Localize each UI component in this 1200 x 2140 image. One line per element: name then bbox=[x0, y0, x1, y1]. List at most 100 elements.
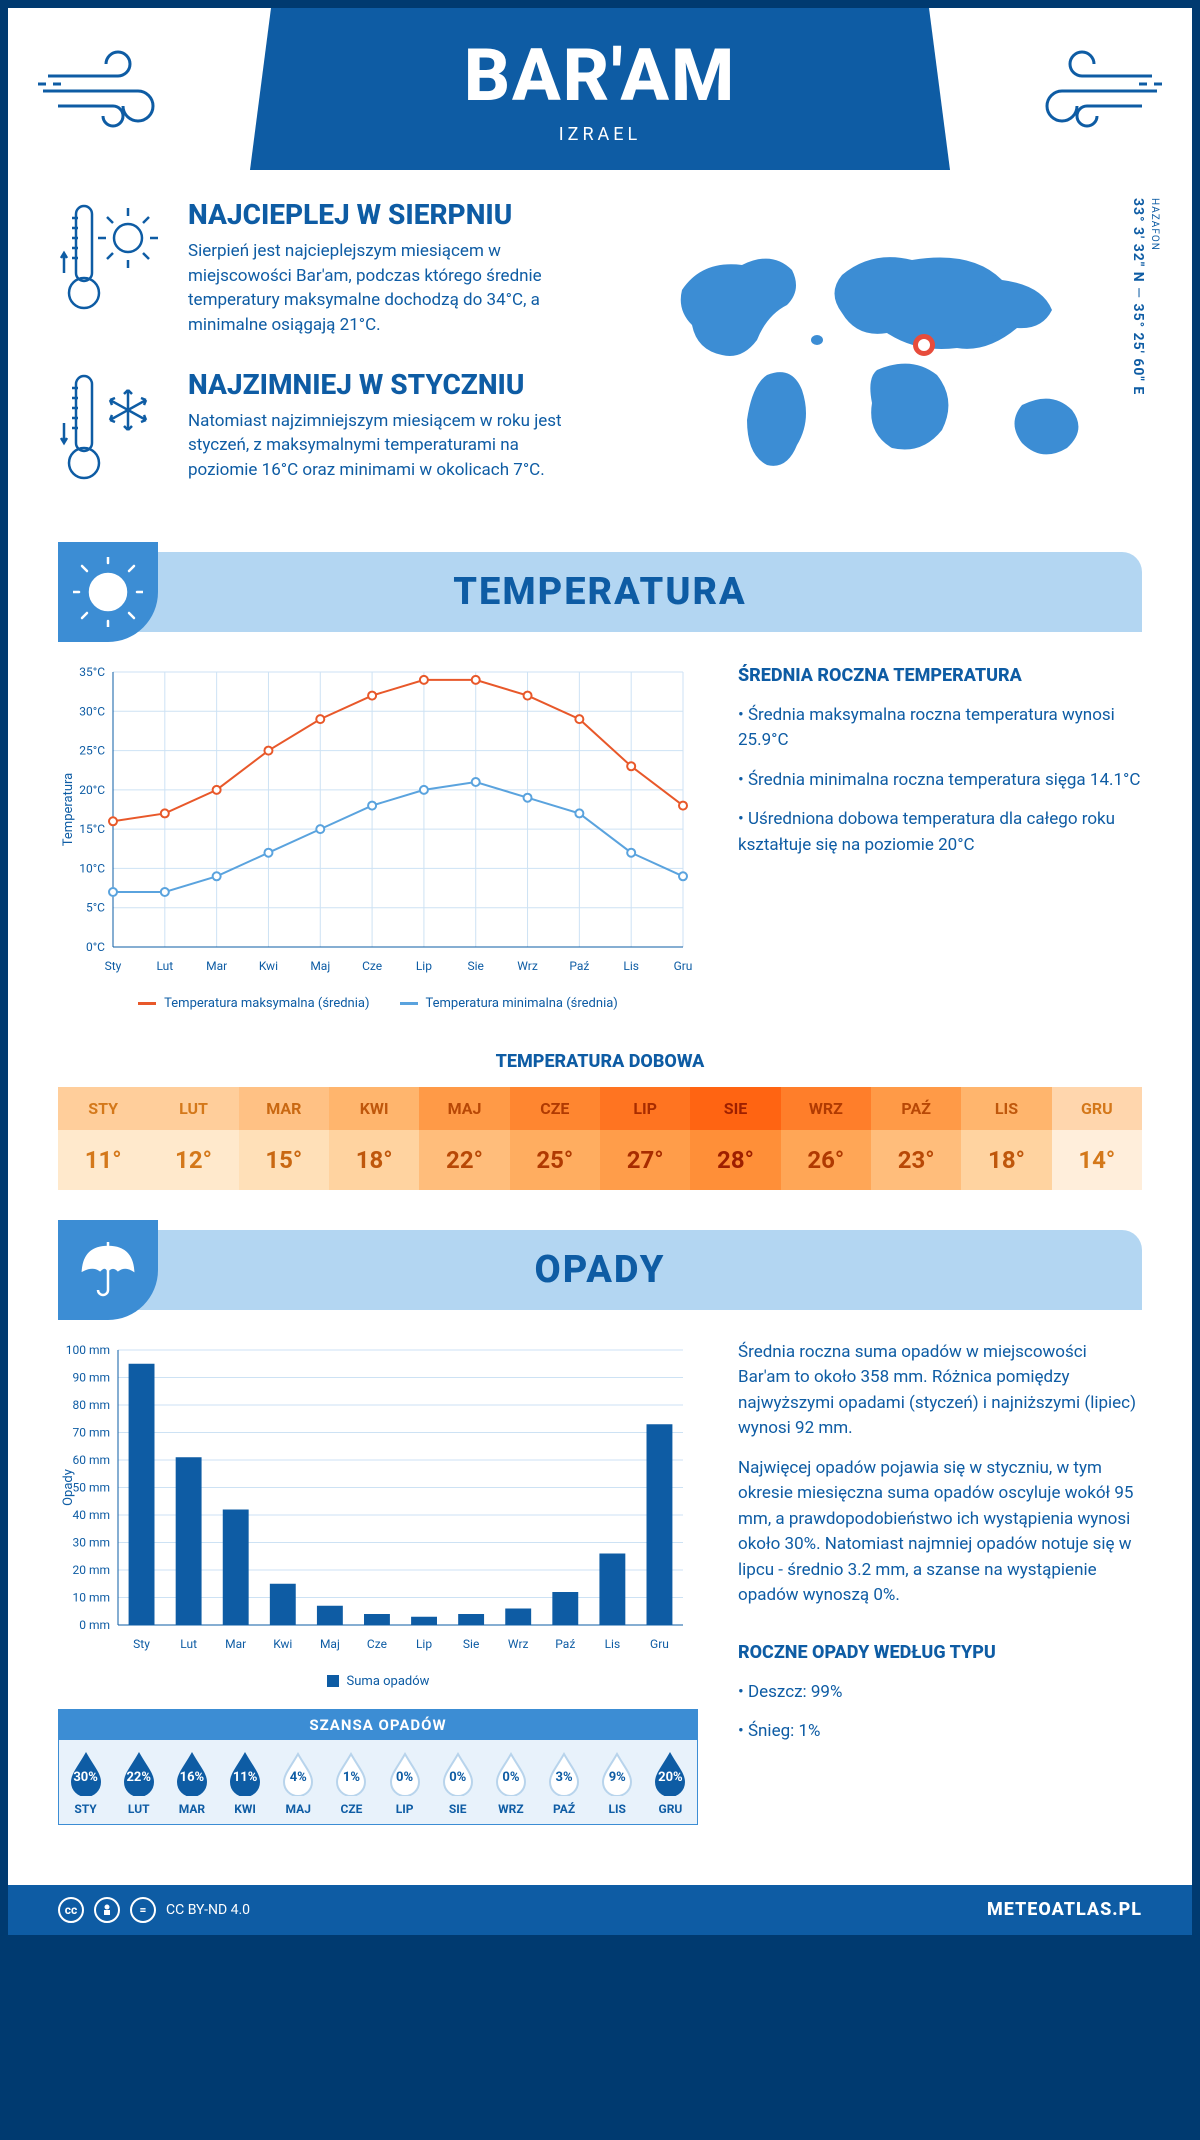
daily-month-header: CZE bbox=[510, 1087, 600, 1130]
svg-text:Gru: Gru bbox=[650, 1637, 669, 1651]
chance-month: STY bbox=[59, 1802, 112, 1816]
raindrop-icon: 16% bbox=[174, 1752, 210, 1796]
sun-icon bbox=[58, 542, 158, 642]
svg-text:30°C: 30°C bbox=[79, 704, 105, 718]
temperature-aside: ŚREDNIA ROCZNA TEMPERATURA • Średnia mak… bbox=[738, 662, 1142, 1011]
svg-text:Temperatura: Temperatura bbox=[61, 772, 76, 845]
svg-text:Cze: Cze bbox=[362, 959, 382, 973]
daily-temp-value: 22° bbox=[419, 1130, 509, 1190]
chart-legend: Temperatura maksymalna (średnia) Tempera… bbox=[58, 996, 698, 1011]
precip-p1: Średnia roczna suma opadów w miejscowośc… bbox=[738, 1340, 1142, 1442]
daily-month-header: KWI bbox=[329, 1087, 419, 1130]
chance-month: WRZ bbox=[484, 1802, 537, 1816]
chance-month: LIS bbox=[591, 1802, 644, 1816]
chance-month: MAR bbox=[165, 1802, 218, 1816]
precip-type-rain: • Deszcz: 99% bbox=[738, 1680, 1142, 1706]
raindrop-icon: 0% bbox=[440, 1752, 476, 1796]
chance-value: 0% bbox=[449, 1770, 466, 1785]
chance-cell: 20% GRU bbox=[644, 1752, 697, 1816]
site-name: METEOATLAS.PL bbox=[987, 1899, 1142, 1920]
daily-temp-value: 18° bbox=[961, 1130, 1051, 1190]
cc-icon: cc bbox=[58, 1897, 84, 1923]
svg-text:0°C: 0°C bbox=[86, 940, 105, 954]
daily-month-header: PAŹ bbox=[871, 1087, 961, 1130]
svg-text:60 mm: 60 mm bbox=[72, 1453, 110, 1467]
raindrop-icon: 1% bbox=[333, 1752, 369, 1796]
precip-p2: Najwięcej opadów pojawia się w styczniu,… bbox=[738, 1456, 1142, 1609]
svg-text:Lut: Lut bbox=[180, 1637, 197, 1651]
raindrop-icon: 11% bbox=[227, 1752, 263, 1796]
aside-bullet: • Średnia maksymalna roczna temperatura … bbox=[738, 703, 1142, 754]
svg-text:Maj: Maj bbox=[310, 959, 330, 973]
daily-month-header: LUT bbox=[148, 1087, 238, 1130]
daily-temp-value: 15° bbox=[239, 1130, 329, 1190]
chance-title: SZANSA OPADÓW bbox=[59, 1710, 697, 1740]
chance-month: SIE bbox=[431, 1802, 484, 1816]
svg-text:80 mm: 80 mm bbox=[72, 1398, 110, 1412]
region-label: HAZAFON bbox=[1149, 198, 1160, 251]
svg-text:25°C: 25°C bbox=[79, 743, 105, 757]
chance-value: 1% bbox=[343, 1770, 360, 1785]
temperature-line-chart: 0°C5°C10°C15°C20°C25°C30°C35°CStyLutMarK… bbox=[58, 662, 698, 1011]
chance-value: 11% bbox=[233, 1770, 258, 1785]
precip-type-snow: • Śnieg: 1% bbox=[738, 1719, 1142, 1745]
section-title: OPADY bbox=[58, 1248, 1142, 1292]
daily-month-header: MAJ bbox=[419, 1087, 509, 1130]
chance-month: GRU bbox=[644, 1802, 697, 1816]
svg-text:35°C: 35°C bbox=[79, 665, 105, 679]
daily-month-header: WRZ bbox=[781, 1087, 871, 1130]
daily-temp-value: 14° bbox=[1052, 1130, 1142, 1190]
chance-cell: 9% LIS bbox=[591, 1752, 644, 1816]
coordinates: HAZAFON 33° 3' 32" N — 35° 25' 60" E bbox=[1130, 198, 1162, 395]
svg-text:30 mm: 30 mm bbox=[72, 1535, 110, 1549]
hottest-month-block: NAJCIEPLEJ W SIERPNIU Sierpień jest najc… bbox=[58, 198, 572, 338]
daily-temp-value: 26° bbox=[781, 1130, 871, 1190]
chance-month: LUT bbox=[112, 1802, 165, 1816]
wind-icon bbox=[1012, 36, 1162, 140]
chance-value: 0% bbox=[502, 1770, 519, 1785]
chance-value: 9% bbox=[609, 1770, 626, 1785]
legend-max: Temperatura maksymalna (średnia) bbox=[164, 996, 369, 1011]
svg-text:Mar: Mar bbox=[206, 959, 227, 973]
svg-text:Sty: Sty bbox=[133, 1637, 150, 1651]
location-title: BAR'AM bbox=[250, 33, 950, 118]
coldest-month-block: NAJZIMNIEJ W STYCZNIU Natomiast najzimni… bbox=[58, 368, 572, 492]
raindrop-icon: 22% bbox=[121, 1752, 157, 1796]
chance-cell: 0% WRZ bbox=[484, 1752, 537, 1816]
nd-icon: = bbox=[130, 1897, 156, 1923]
chance-cell: 30% STY bbox=[59, 1752, 112, 1816]
daily-temp-value: 12° bbox=[148, 1130, 238, 1190]
section-header-precipitation: OPADY bbox=[58, 1230, 1142, 1310]
coldest-title: NAJZIMNIEJ W STYCZNIU bbox=[188, 368, 572, 401]
hottest-body: Sierpień jest najcieplejszym miesiącem w… bbox=[188, 239, 572, 338]
chance-cell: 1% CZE bbox=[325, 1752, 378, 1816]
daily-month-header: GRU bbox=[1052, 1087, 1142, 1130]
chance-value: 3% bbox=[556, 1770, 573, 1785]
daily-temp-value: 23° bbox=[871, 1130, 961, 1190]
svg-text:40 mm: 40 mm bbox=[72, 1508, 110, 1522]
svg-text:Lut: Lut bbox=[156, 959, 173, 973]
chance-cell: 16% MAR bbox=[165, 1752, 218, 1816]
chance-cell: 0% SIE bbox=[431, 1752, 484, 1816]
chance-value: 30% bbox=[73, 1770, 98, 1785]
aside-bullet: • Średnia minimalna roczna temperatura s… bbox=[738, 768, 1142, 794]
svg-text:Paź: Paź bbox=[569, 959, 589, 973]
daily-month-header: LIS bbox=[961, 1087, 1051, 1130]
section-header-temperature: TEMPERATURA bbox=[58, 552, 1142, 632]
chance-value: 22% bbox=[126, 1770, 151, 1785]
raindrop-icon: 9% bbox=[599, 1752, 635, 1796]
precipitation-chart-row: 0 mm10 mm20 mm30 mm40 mm50 mm60 mm70 mm8… bbox=[8, 1310, 1192, 1855]
svg-text:Wrz: Wrz bbox=[517, 959, 538, 973]
thermometer-cold-icon bbox=[58, 368, 168, 492]
svg-text:0 mm: 0 mm bbox=[79, 1618, 110, 1632]
chance-cell: 3% PAŹ bbox=[538, 1752, 591, 1816]
daily-month-header: SIE bbox=[690, 1087, 780, 1130]
chance-cell: 11% KWI bbox=[219, 1752, 272, 1816]
daily-temp-value: 25° bbox=[510, 1130, 600, 1190]
infographic-page: BAR'AM IZRAEL bbox=[8, 8, 1192, 1935]
intro-text-column: NAJCIEPLEJ W SIERPNIU Sierpień jest najc… bbox=[58, 198, 572, 522]
coldest-body: Natomiast najzimniejszym miesiącem w rok… bbox=[188, 409, 572, 483]
daily-temp-value: 27° bbox=[600, 1130, 690, 1190]
svg-text:Paź: Paź bbox=[555, 1637, 575, 1651]
license-block: cc = CC BY-ND 4.0 bbox=[58, 1897, 250, 1923]
